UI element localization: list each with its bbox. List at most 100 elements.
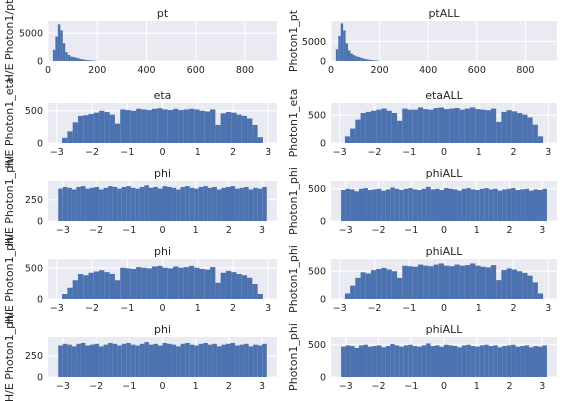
x-tick-label: −1 [120, 147, 134, 158]
histogram-bar [524, 188, 530, 221]
histogram-bar [225, 343, 231, 377]
x-tick-label: −3 [56, 381, 70, 392]
histogram-bar [376, 269, 382, 299]
histogram-bar [341, 190, 346, 221]
histogram-bar [180, 343, 186, 377]
histogram-bar [212, 343, 217, 377]
histogram-bar [506, 110, 512, 143]
histogram-bar [386, 269, 392, 299]
x-tick-label: 3 [545, 303, 551, 314]
histogram-bar [109, 274, 115, 299]
histogram-bar [157, 345, 163, 377]
x-tick-label: −1 [404, 381, 418, 392]
histogram-bar [488, 346, 494, 377]
histogram-bar [230, 342, 236, 377]
histogram-bar [479, 345, 485, 377]
histogram-bar [203, 186, 208, 221]
histogram-bar [381, 108, 387, 143]
histogram-bar [239, 187, 245, 221]
histogram-bar [162, 186, 168, 221]
histogram-bar [126, 186, 131, 221]
y-tick-label: 5000 [19, 29, 43, 40]
x-tick-label: −1 [122, 381, 136, 392]
histogram-bar [363, 188, 368, 221]
histogram-bar [459, 109, 465, 143]
histogram-bar [454, 264, 460, 299]
x-tick-label: 2 [511, 303, 517, 314]
histogram-bar [444, 344, 449, 377]
histogram-bar [397, 277, 403, 299]
histogram-bar [496, 121, 502, 143]
x-tick-label: 600 [187, 65, 205, 76]
y-axis-label: Photon1_phi [287, 323, 300, 391]
histogram-bar [199, 269, 205, 299]
histogram-bar [444, 265, 450, 299]
histogram-bar [144, 342, 149, 377]
histogram-bar [153, 186, 158, 221]
x-tick-label: −3 [56, 225, 70, 236]
y-axis-label: Photon1_phi [287, 167, 300, 235]
histogram-bar [62, 294, 68, 299]
histogram-bar [493, 345, 498, 377]
histogram-bar [480, 266, 486, 299]
histogram-bar [444, 188, 449, 221]
panel-10: phiALL −3 −2 −1 0 1 2 3 0 500 Photon1_phi [287, 323, 557, 392]
histogram-bar [506, 268, 512, 299]
histogram-bar [490, 265, 497, 299]
histogram-bar [515, 346, 521, 377]
histogram-bar [57, 24, 61, 61]
histogram-bar [99, 270, 105, 299]
histogram-bar [120, 267, 126, 299]
histogram-bar [350, 189, 355, 221]
histogram-bar [244, 186, 249, 221]
histogram-bar [231, 272, 237, 299]
histogram-bar [199, 110, 205, 143]
histogram-bar [350, 53, 353, 61]
histogram-bar [350, 285, 356, 299]
histogram-bar [435, 345, 440, 377]
histogram-bar [391, 113, 398, 143]
histogram-bar [216, 189, 222, 221]
histogram-bar [252, 124, 258, 143]
x-tick-label: 3 [259, 225, 265, 236]
x-tick-label: 3 [539, 381, 545, 392]
x-tick-label: −1 [404, 225, 418, 236]
histogram-bar [360, 272, 366, 299]
histogram-bar [112, 186, 118, 221]
y-tick-label: 0 [320, 217, 326, 228]
x-tick-label: 200 [88, 65, 106, 76]
histogram-bar [62, 43, 66, 61]
x-tick-label: −1 [402, 303, 416, 314]
histogram-bar [135, 188, 140, 221]
histogram-bar [391, 271, 398, 299]
y-tick-label: 0 [320, 295, 326, 306]
histogram-bar [511, 344, 516, 377]
x-tick-label: 0 [441, 303, 447, 314]
histogram-bar [67, 187, 72, 221]
histogram-bar [480, 109, 486, 143]
histogram-bar [62, 137, 68, 143]
histogram-bar [335, 49, 339, 61]
histogram-bar [167, 186, 172, 221]
y-tick-label: 250 [25, 195, 43, 206]
histogram-bar [176, 346, 181, 377]
panel-4: etaALL −3 −2 −1 0 1 2 3 0 500 Photon1_eta [287, 89, 557, 158]
histogram-bar [80, 186, 86, 221]
panel-title: phiALL [426, 167, 464, 180]
y-tick-label: 500 [25, 106, 43, 117]
histogram-bar [70, 56, 73, 61]
histogram-bar [362, 58, 366, 61]
histogram-bar [176, 189, 181, 221]
histogram-bar [464, 265, 471, 299]
histogram-bar [490, 108, 497, 143]
histogram-bar [527, 117, 533, 143]
x-tick-label: 1 [193, 381, 199, 392]
x-tick-label: 0 [159, 225, 165, 236]
histogram-bar [194, 267, 200, 299]
histogram-bar [103, 344, 109, 377]
histogram-bar [527, 275, 533, 299]
histogram-bar [85, 188, 90, 221]
x-tick-label: −1 [122, 225, 136, 236]
panel-title: etaALL [425, 89, 463, 102]
